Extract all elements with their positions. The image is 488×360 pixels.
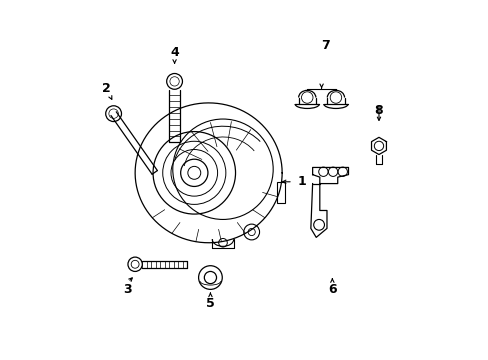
Circle shape [187,166,201,179]
Text: 5: 5 [205,297,214,310]
Text: 6: 6 [327,283,336,296]
Text: 7: 7 [320,39,329,52]
Text: 3: 3 [123,283,132,296]
Text: 1: 1 [297,175,305,188]
Text: 2: 2 [102,82,111,95]
Text: 4: 4 [170,46,179,59]
FancyBboxPatch shape [276,182,284,203]
Text: 8: 8 [374,104,383,117]
